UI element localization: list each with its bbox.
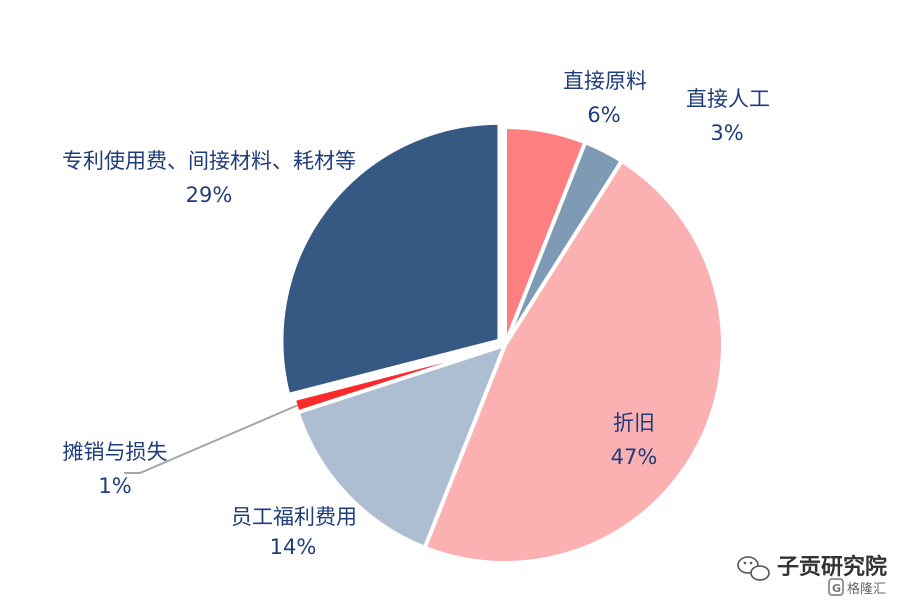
slice-pct-depreciation: 47%	[611, 445, 658, 469]
slice-pct-employee-benefits: 14%	[270, 535, 317, 559]
slice-pct-direct-labor: 3%	[710, 121, 743, 145]
pie-slice-patent-materials	[279, 120, 502, 397]
slice-pct-direct-material: 6%	[587, 103, 620, 127]
leader-line-amortization	[124, 404, 298, 474]
watermark-source: 格隆汇	[847, 581, 886, 597]
gelonghui-logo-icon: G	[828, 578, 844, 596]
slice-label-employee-benefits: 员工福利费用	[231, 505, 357, 529]
slice-pct-patent-materials: 29%	[186, 183, 233, 207]
slice-label-depreciation: 折旧	[613, 411, 655, 435]
slice-label-direct-labor: 直接人工	[686, 87, 770, 111]
pie-slices	[279, 120, 725, 565]
slice-label-patent-materials: 专利使用费、间接材料、耗材等	[62, 149, 356, 173]
pie-slice-depreciation	[422, 158, 725, 565]
watermark-account: 子贡研究院	[777, 554, 887, 580]
slice-label-amortization: 摊销与损失	[63, 440, 168, 464]
watermark: 子贡研究院 G 格隆汇	[737, 554, 887, 597]
slice-label-direct-material: 直接原料	[563, 69, 647, 93]
slice-pct-amortization: 1%	[98, 474, 131, 498]
leader-lines	[124, 404, 298, 474]
wechat-icon	[737, 556, 770, 581]
svg-text:G: G	[832, 582, 841, 595]
